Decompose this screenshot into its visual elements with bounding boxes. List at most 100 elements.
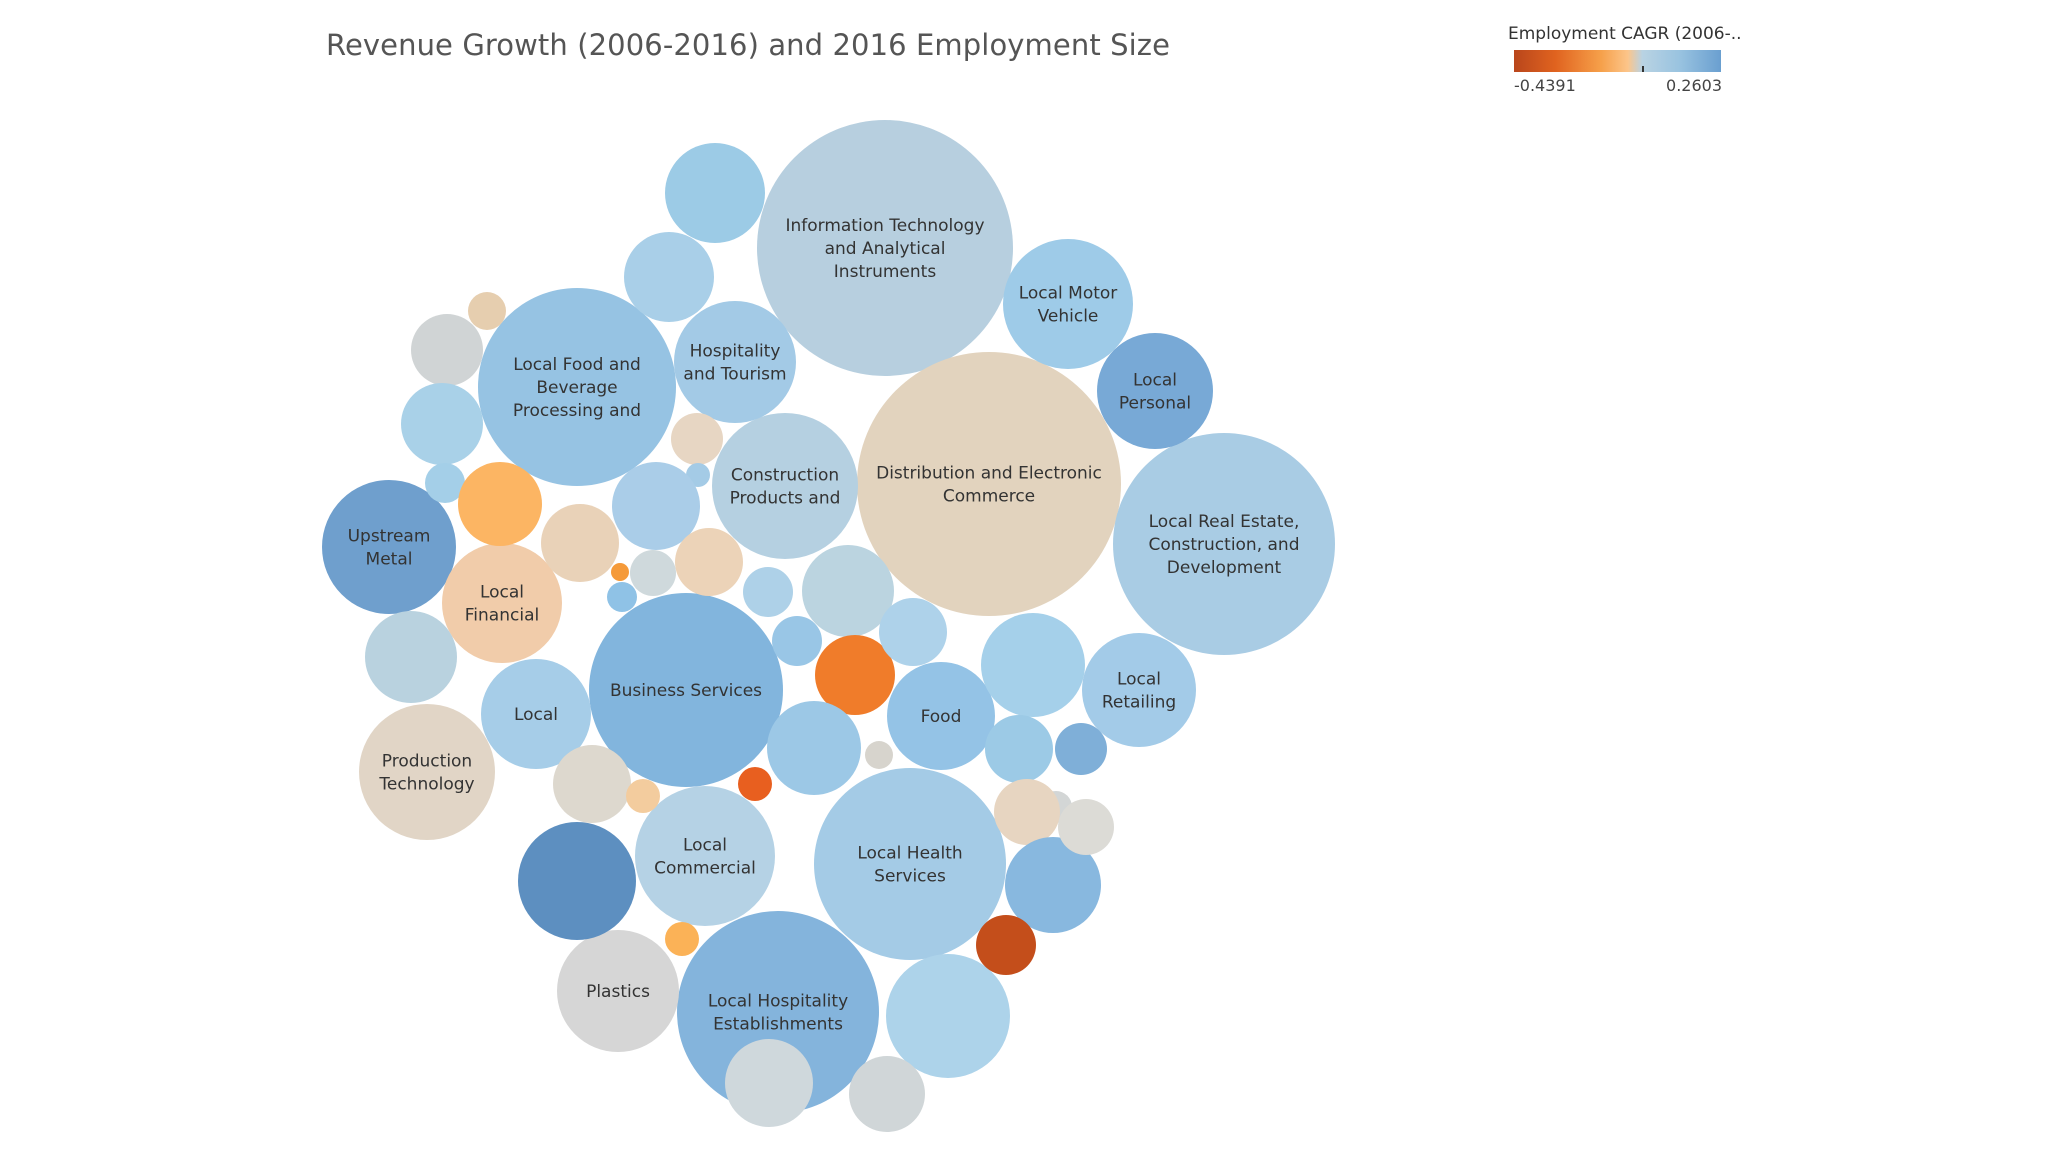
bubble-46[interactable] <box>553 745 631 823</box>
bubble-label-local-financial-2: Financial <box>465 606 539 626</box>
bubble-label-local-health-services-2: Services <box>874 867 946 887</box>
bubble-47[interactable] <box>738 767 772 801</box>
bubble-label-information-technology-and-analytical-instruments-3: Instruments <box>834 262 937 282</box>
bubble-label-local-retailing-1: Local <box>1117 670 1161 690</box>
bubble-construction-products-and[interactable] <box>712 413 858 559</box>
bubble-label-local-personal-2: Personal <box>1119 394 1191 414</box>
bubble-label-distribution-and-electronic-commerce-1: Distribution and Electronic <box>876 464 1102 484</box>
bubble-local-food-and-beverage-processing-and[interactable] <box>478 288 676 486</box>
bubble-label-local-health-services-1: Local Health <box>857 844 962 864</box>
bubble-23[interactable] <box>411 314 483 386</box>
bubble-43[interactable] <box>985 715 1053 783</box>
bubble-50[interactable] <box>1005 837 1101 933</box>
bubble-label-upstream-metal-2: Metal <box>366 550 413 570</box>
bubble-label-food-1: Food <box>921 707 962 727</box>
bubble-label-local-financial-1: Local <box>480 583 524 603</box>
bubble-label-local-retailing-2: Retailing <box>1102 693 1176 713</box>
bubble-local-financial[interactable] <box>442 543 562 663</box>
bubble-business-services[interactable] <box>589 593 783 787</box>
bubble-35[interactable] <box>802 545 894 637</box>
legend-min-label: -0.4391 <box>1514 76 1576 95</box>
bubble-distribution-and-electronic-commerce[interactable] <box>857 352 1121 616</box>
bubble-information-technology-and-analytical-instruments[interactable] <box>757 120 1013 376</box>
bubble-hospitality-and-tourism[interactable] <box>674 301 796 423</box>
legend-color-bar <box>1514 50 1721 72</box>
bubble-local[interactable] <box>481 659 591 769</box>
bubble-label-local-real-estate-construction-and-development-3: Development <box>1167 558 1282 578</box>
bubble-local-motor-vehicle[interactable] <box>1003 239 1133 369</box>
bubble-label-plastics-1: Plastics <box>586 982 650 1002</box>
bubble-label-business-services-1: Business Services <box>610 681 762 701</box>
bubble-49[interactable] <box>725 1039 813 1127</box>
bubble-local-health-services[interactable] <box>814 768 1006 960</box>
bubble-38[interactable] <box>879 598 947 666</box>
bubble-local-commercial[interactable] <box>635 786 775 926</box>
bubble-label-construction-products-and-2: Products and <box>730 489 841 509</box>
bubble-51[interactable] <box>518 822 636 940</box>
bubble-food[interactable] <box>887 662 995 770</box>
bubble-label-local-motor-vehicle-2: Vehicle <box>1038 307 1099 327</box>
legend-marker <box>1642 66 1644 72</box>
bubble-label-local-hospitality-establishments-2: Establishments <box>713 1015 843 1035</box>
bubble-production-technology[interactable] <box>359 704 495 840</box>
bubble-label-local-food-and-beverage-processing-and-2: Beverage <box>536 378 617 398</box>
bubble-45[interactable] <box>994 779 1060 845</box>
bubble-33[interactable] <box>365 611 457 703</box>
legend-max-label: 0.2603 <box>1666 76 1722 95</box>
bubble-local-hospitality-establishments[interactable] <box>677 911 879 1113</box>
bubble-label-information-technology-and-analytical-instruments-1: Information Technology <box>785 216 984 236</box>
bubble-55[interactable] <box>976 915 1036 975</box>
bubble-label-distribution-and-electronic-commerce-2: Commerce <box>943 487 1035 507</box>
bubble-54[interactable] <box>849 1056 925 1132</box>
bubble-41[interactable] <box>1055 723 1107 775</box>
bubble-36[interactable] <box>772 616 822 666</box>
bubble-30[interactable] <box>612 462 700 550</box>
bubble-39[interactable] <box>767 701 861 795</box>
bubble-label-local-commercial-2: Commercial <box>654 859 756 879</box>
bubble-local-real-estate-construction-and-development[interactable] <box>1113 433 1335 655</box>
bubble-21[interactable] <box>624 232 714 322</box>
bubble-24[interactable] <box>401 383 483 465</box>
bubble-label-local-motor-vehicle-1: Local Motor <box>1019 284 1118 304</box>
bubble-label-local-real-estate-construction-and-development-2: Construction, and <box>1148 535 1299 555</box>
bubble-31[interactable] <box>630 550 676 596</box>
bubble-34[interactable] <box>743 567 793 617</box>
bubble-32[interactable] <box>675 528 743 596</box>
bubble-label-information-technology-and-analytical-instruments-2: and Analytical <box>825 239 946 259</box>
bubble-22[interactable] <box>468 292 506 330</box>
bubble-52[interactable] <box>665 922 699 956</box>
bubble-40[interactable] <box>981 613 1085 717</box>
bubble-57[interactable] <box>607 582 637 612</box>
bubble-label-construction-products-and-1: Construction <box>731 466 839 486</box>
chart-title: Revenue Growth (2006-2016) and 2016 Empl… <box>326 28 1171 62</box>
bubble-label-hospitality-and-tourism-2: and Tourism <box>683 365 786 385</box>
bubble-local-retailing[interactable] <box>1082 633 1196 747</box>
bubble-label-local-commercial-1: Local <box>683 836 727 856</box>
bubble-upstream-metal[interactable] <box>322 480 456 614</box>
bubble-37[interactable] <box>815 635 895 715</box>
bubble-42[interactable] <box>865 741 893 769</box>
bubble-label-local-real-estate-construction-and-development-1: Local Real Estate, <box>1149 512 1300 532</box>
bubble-label-production-technology-2: Technology <box>378 775 474 795</box>
bubble-59[interactable] <box>1058 799 1114 855</box>
bubble-27[interactable] <box>541 504 619 582</box>
bubble-25[interactable] <box>425 463 465 503</box>
bubble-label-local-personal-1: Local <box>1133 371 1177 391</box>
bubble-56[interactable] <box>611 563 629 581</box>
bubble-label-local-food-and-beverage-processing-and-1: Local Food and <box>513 355 641 375</box>
bubble-label-local-food-and-beverage-processing-and-3: Processing and <box>513 401 641 421</box>
bubble-label-local-1: Local <box>514 705 558 725</box>
bubble-20[interactable] <box>665 143 765 243</box>
color-legend[interactable]: Employment CAGR (2006-.. -0.4391 0.2603 <box>1508 24 1742 96</box>
bubble-26[interactable] <box>458 462 542 546</box>
bubble-plastics[interactable] <box>557 930 679 1052</box>
bubble-28[interactable] <box>671 413 723 465</box>
bubble-label-local-hospitality-establishments-1: Local Hospitality <box>708 992 848 1012</box>
legend-title: Employment CAGR (2006-.. <box>1508 24 1742 44</box>
bubble-48[interactable] <box>626 779 660 813</box>
bubble-label-upstream-metal-1: Upstream <box>348 527 431 547</box>
bubble-local-personal[interactable] <box>1097 333 1213 449</box>
bubble-label-production-technology-1: Production <box>382 752 472 772</box>
bubble-53[interactable] <box>886 954 1010 1078</box>
